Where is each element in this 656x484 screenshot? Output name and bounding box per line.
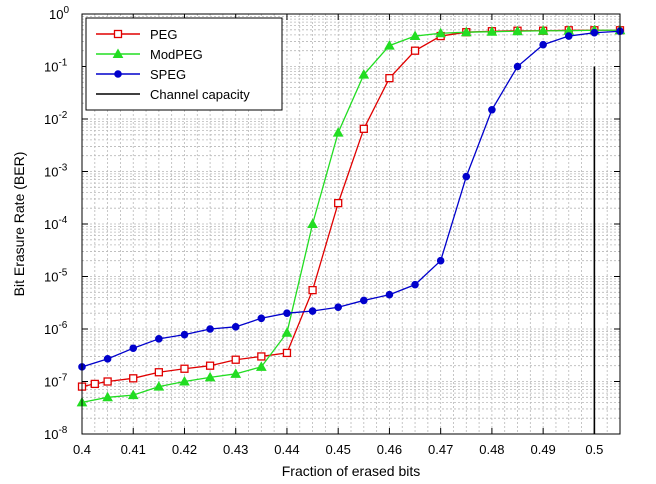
- legend-label: Channel capacity: [150, 87, 250, 102]
- data-point: [384, 40, 395, 50]
- x-tick-label: 0.48: [479, 442, 504, 457]
- data-point: [360, 296, 368, 305]
- data-point: [359, 124, 368, 133]
- legend-item: Channel capacity: [96, 87, 250, 102]
- data-point: [411, 280, 419, 289]
- data-point: [257, 314, 266, 323]
- x-tick-label: 0.45: [326, 442, 351, 457]
- x-axis-title: Fraction of erased bits: [282, 463, 421, 479]
- x-tick-label: 0.41: [121, 442, 146, 457]
- y-axis-title: Bit Erasure Rate (BER): [11, 152, 27, 297]
- data-point: [334, 198, 343, 208]
- x-tick-label: 0.47: [428, 442, 453, 457]
- data-point: [206, 325, 214, 333]
- data-point: [180, 364, 189, 373]
- x-tick-label: 0.49: [530, 442, 555, 457]
- series-modpeg: [76, 24, 626, 407]
- data-point: [103, 355, 112, 363]
- data-point: [257, 352, 266, 361]
- x-tick-label: 0.4: [73, 442, 91, 457]
- legend-item: ModPEG: [96, 47, 203, 62]
- data-point: [564, 32, 573, 40]
- series-line: [81, 30, 621, 368]
- legend-item: SPEG: [96, 67, 186, 82]
- x-tick-label: 0.44: [274, 442, 299, 457]
- legend-label: SPEG: [150, 67, 186, 82]
- data-point: [231, 355, 240, 364]
- data-point: [153, 381, 165, 391]
- data-point: [410, 46, 420, 55]
- series-group: [76, 24, 626, 407]
- data-point: [308, 307, 317, 315]
- data-point: [488, 105, 496, 114]
- data-point: [281, 327, 293, 337]
- legend-label: PEG: [150, 27, 177, 42]
- legend: PEG ModPEG SPEG Channel capacity: [85, 17, 283, 111]
- data-point: [113, 29, 123, 39]
- data-point: [154, 368, 164, 377]
- data-point: [255, 361, 267, 371]
- data-point: [332, 127, 344, 137]
- data-point: [385, 73, 394, 83]
- data-point: [231, 323, 240, 331]
- data-point: [307, 218, 318, 228]
- series-speg: [78, 27, 624, 371]
- x-tick-label: 0.46: [377, 442, 402, 457]
- data-point: [103, 377, 112, 386]
- data-point: [204, 371, 216, 382]
- data-point: [358, 69, 370, 79]
- x-tick-label: 0.42: [172, 442, 197, 457]
- data-point: [179, 375, 190, 386]
- data-point: [513, 62, 522, 71]
- data-point: [308, 285, 317, 295]
- data-point: [129, 344, 138, 353]
- data-point: [282, 348, 292, 358]
- data-point: [385, 290, 394, 299]
- data-point: [334, 303, 342, 312]
- data-point: [512, 25, 523, 36]
- data-point: [283, 309, 291, 317]
- data-point: [486, 26, 498, 36]
- legend-item: PEG: [96, 27, 177, 42]
- data-point: [127, 389, 139, 400]
- data-point: [102, 391, 113, 402]
- data-point: [90, 379, 99, 389]
- data-point: [114, 70, 122, 78]
- data-point: [460, 26, 472, 37]
- legend-label: ModPEG: [150, 47, 203, 62]
- data-point: [436, 256, 445, 265]
- data-point: [590, 28, 599, 37]
- data-point: [230, 368, 242, 378]
- data-point: [539, 40, 547, 49]
- data-point: [537, 25, 549, 35]
- x-tick-label: 0.43: [223, 442, 248, 457]
- data-point: [129, 374, 138, 383]
- data-point: [180, 330, 189, 339]
- data-point: [112, 48, 124, 58]
- data-point: [435, 27, 447, 38]
- data-point: [155, 335, 163, 343]
- data-point: [409, 30, 421, 41]
- data-point: [205, 361, 215, 370]
- x-tick-label: 0.5: [585, 442, 603, 457]
- series-line: [81, 29, 620, 404]
- data-point: [462, 172, 471, 181]
